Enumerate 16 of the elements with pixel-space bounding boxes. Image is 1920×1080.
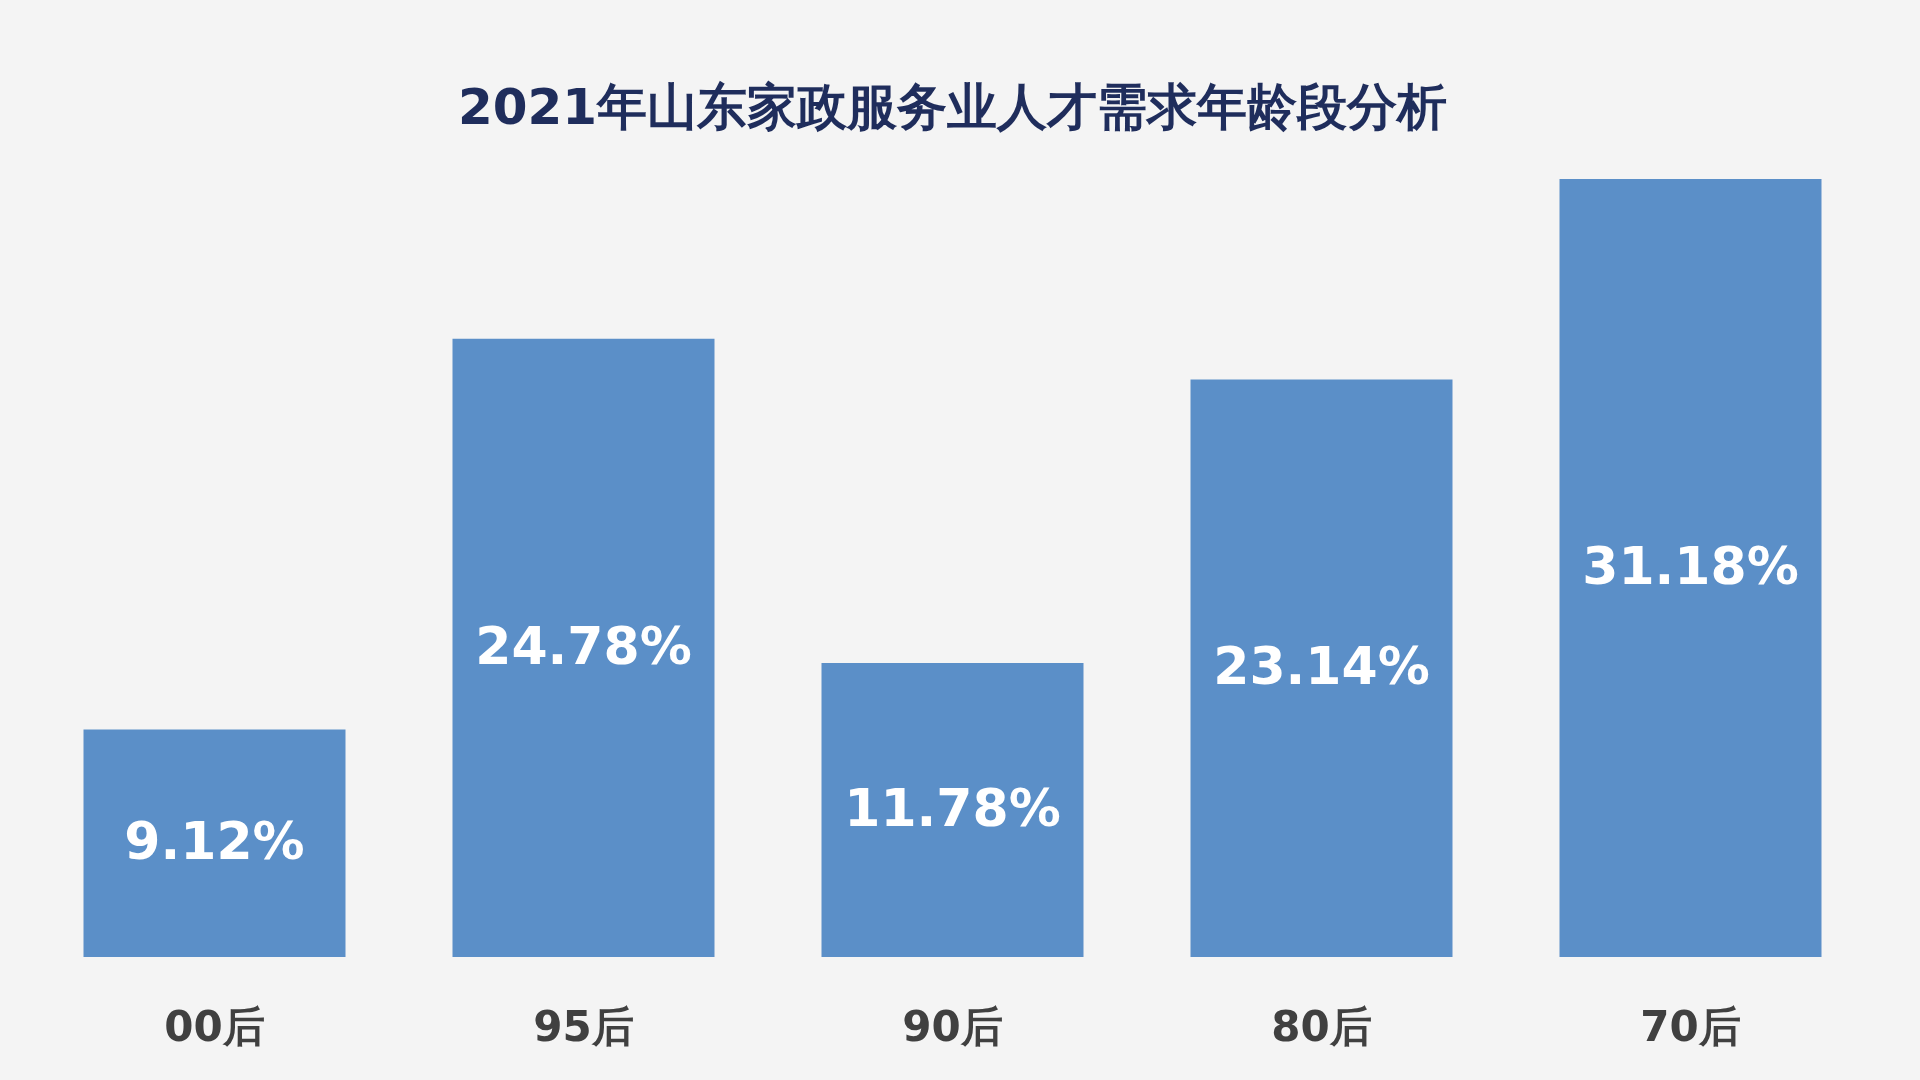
bar — [452, 338, 715, 957]
bar — [83, 729, 346, 957]
chart-title: 2021年山东家政服务业人才需求年龄段分析 — [457, 78, 1448, 136]
x-tick-label: 80后 — [1271, 1001, 1372, 1051]
data-label: 24.78% — [475, 615, 692, 676]
x-tick-label: 00后 — [164, 1001, 265, 1051]
bar — [1190, 379, 1453, 957]
x-tick-label: 70后 — [1640, 1001, 1741, 1051]
x-tick-label: 95后 — [533, 1001, 634, 1051]
bar — [821, 663, 1084, 957]
x-tick-label: 90后 — [902, 1001, 1003, 1051]
bar — [1559, 179, 1822, 957]
data-label: 9.12% — [124, 811, 305, 872]
data-label: 11.78% — [844, 778, 1061, 839]
data-label: 31.18% — [1582, 536, 1799, 596]
data-label: 23.14% — [1213, 636, 1430, 697]
